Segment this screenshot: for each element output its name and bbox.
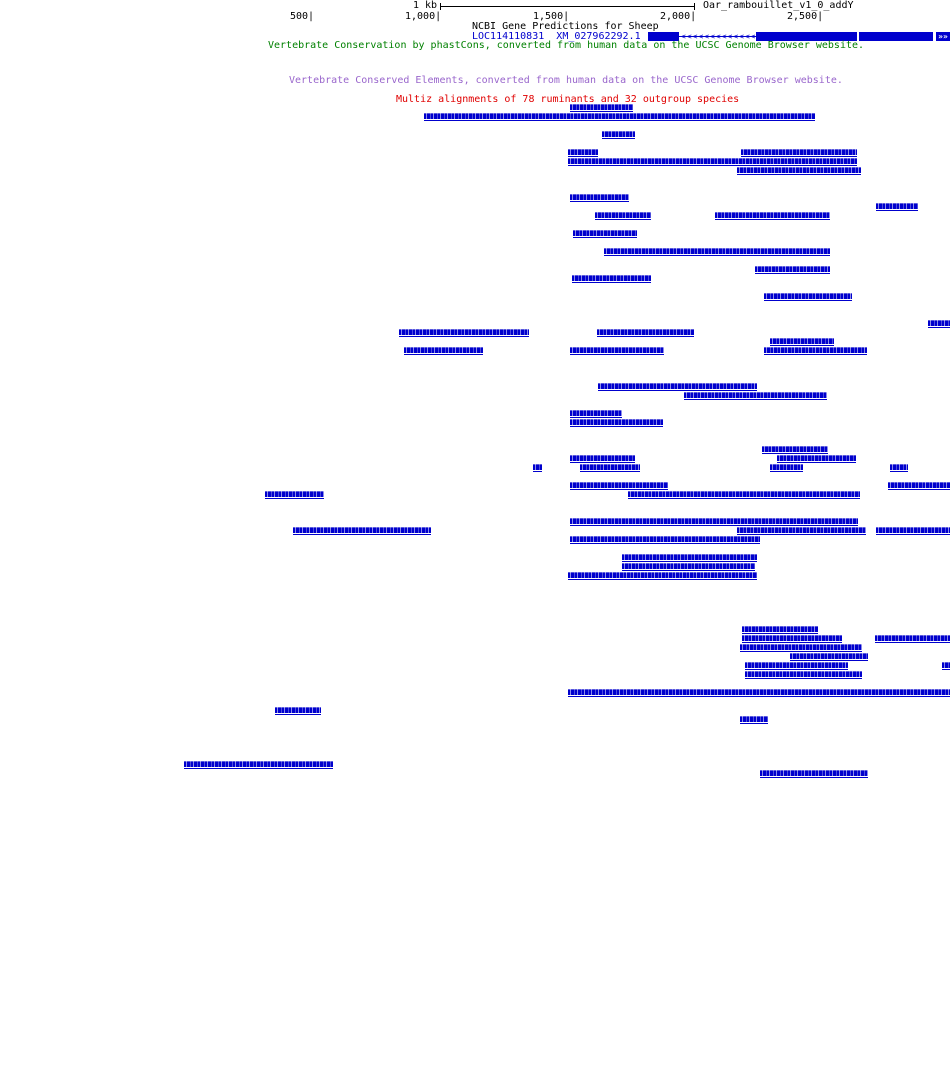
alignment-item[interactable] [777,455,856,463]
ruler-tick-label: 2,500| [787,11,824,22]
alignment-item[interactable] [570,419,663,427]
alignment-item[interactable] [737,527,866,535]
alignment-item[interactable] [742,626,818,634]
alignment-item[interactable] [570,518,858,526]
alignment-item[interactable] [888,482,950,490]
alignment-item[interactable] [598,383,757,391]
alignment-item[interactable] [572,275,651,283]
scale-bar-label: 1 kb [413,0,438,11]
exon-box[interactable] [648,32,679,41]
gene-accession[interactable]: XM_027962292.1 [556,31,641,42]
ruler-tick-label: 500| [290,11,315,22]
intron-line [679,36,756,37]
alignment-item[interactable] [876,203,918,211]
alignment-item[interactable] [424,113,815,121]
alignment-item[interactable] [602,131,635,139]
alignment-item[interactable] [568,572,757,580]
alignment-item[interactable] [533,464,542,472]
alignment-item[interactable] [570,347,664,355]
alignment-item[interactable] [745,662,848,670]
alignment-item[interactable] [580,464,640,472]
gene-track-title: NCBI Gene Predictions for Sheep [472,21,659,32]
alignment-item[interactable] [875,635,950,643]
alignment-item[interactable] [404,347,483,355]
alignment-item[interactable] [399,329,529,337]
alignment-item[interactable] [876,527,950,535]
alignment-item[interactable] [573,230,637,238]
alignment-item[interactable] [741,149,857,157]
alignment-item[interactable] [764,347,867,355]
alignment-item[interactable] [760,770,868,778]
phastcons-track-label: Vertebrate Conservation by phastCons, co… [268,40,865,51]
alignment-item[interactable] [890,464,908,472]
assembly-name: Oar_rambouillet_v1_0_addY [703,0,854,11]
scale-bar-right-tick [694,3,695,10]
alignment-item[interactable] [622,554,757,562]
gene-name[interactable]: LOC114110831 [472,31,545,42]
alignment-item[interactable] [568,149,598,157]
alignment-item[interactable] [740,716,768,724]
alignment-item[interactable] [595,212,651,220]
alignment-item[interactable] [570,455,635,463]
continue-right-icon[interactable]: »» [936,32,950,41]
alignment-item[interactable] [184,761,333,769]
alignment-item[interactable] [762,446,828,454]
alignment-item[interactable] [570,536,760,544]
intron-strand-arrows-icon: <<<<<<<<<<<<<< [681,33,755,41]
exon-box[interactable] [756,32,857,41]
alignment-item[interactable] [928,320,950,328]
alignment-item[interactable] [745,671,862,679]
alignment-item[interactable] [570,104,633,112]
alignment-item[interactable] [770,338,834,346]
alignment-item[interactable] [628,491,860,499]
alignment-item[interactable] [597,329,694,337]
alignment-item[interactable] [742,635,842,643]
ruler-tick-label: 1,000| [405,11,442,22]
alignment-item[interactable] [737,167,861,175]
alignment-item[interactable] [740,644,862,652]
alignment-item[interactable] [570,410,622,418]
alignment-item[interactable] [755,266,830,274]
scale-bar-left-tick [440,3,441,10]
alignment-item[interactable] [265,491,324,499]
conserved-elements-track-label: Vertebrate Conserved Elements, converted… [289,75,843,86]
alignment-item[interactable] [568,689,950,697]
exon-box[interactable] [859,32,933,41]
alignment-item[interactable] [604,248,830,256]
alignment-item[interactable] [684,392,827,400]
alignment-item[interactable] [770,464,803,472]
alignment-item[interactable] [570,194,629,202]
ruler-tick-label: 2,000| [660,11,697,22]
alignment-item[interactable] [568,158,857,166]
scale-bar-line [440,6,695,7]
alignment-item[interactable] [293,527,431,535]
alignment-item[interactable] [790,653,868,661]
alignment-item[interactable] [622,563,755,571]
alignment-item[interactable] [275,707,321,715]
ruler-tick-label: 1,500| [533,11,570,22]
alignment-item[interactable] [570,482,668,490]
multiz-track-title: Multiz alignments of 78 ruminants and 32… [396,94,740,105]
alignment-item[interactable] [942,662,950,670]
alignment-item[interactable] [715,212,830,220]
alignment-item[interactable] [764,293,852,301]
gene-label[interactable]: LOC114110831 XM_027962292.1 [472,32,641,42]
